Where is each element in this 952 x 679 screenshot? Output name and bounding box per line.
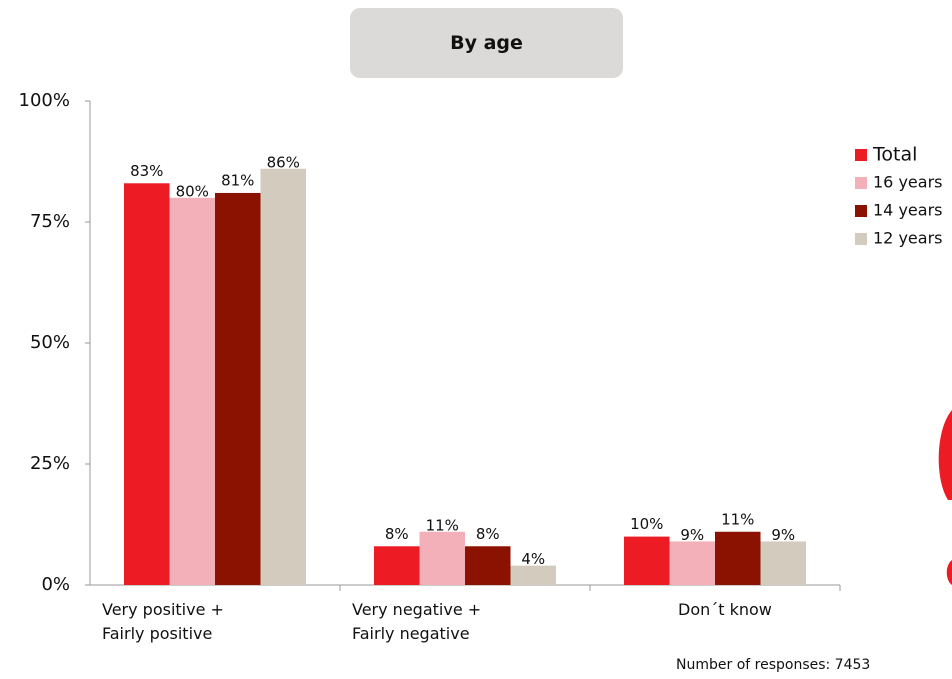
value-label: 9% [771, 526, 795, 544]
decoration [946, 560, 952, 585]
y-tick-label: 0% [41, 574, 70, 595]
bar [465, 546, 511, 585]
bar [419, 531, 465, 585]
legend-swatch [855, 205, 867, 217]
bar [169, 197, 215, 586]
y-tick-label: 25% [30, 453, 70, 474]
chart-title: By age [350, 8, 623, 78]
value-label: 10% [630, 515, 663, 533]
legend-swatch [855, 233, 867, 245]
bar [124, 183, 170, 585]
value-label: 86% [267, 153, 300, 171]
footnote: Number of responses: 7453 [676, 657, 871, 673]
bar [374, 546, 420, 585]
value-label: 8% [385, 525, 409, 543]
legend-swatch [855, 149, 867, 161]
legend-label: 12 years [873, 229, 942, 248]
value-label: 81% [221, 171, 254, 189]
value-label: 83% [130, 162, 163, 180]
value-label: 80% [176, 182, 209, 200]
bar [624, 536, 670, 585]
legend-label: 16 years [873, 173, 942, 192]
bar [215, 192, 261, 585]
bar [510, 565, 556, 585]
value-label: 11% [721, 510, 754, 528]
x-tick-label: Very negative + Fairly negative [352, 600, 482, 643]
x-tick-label: Very positive + Fairly positive [102, 600, 224, 643]
bar [715, 531, 761, 585]
y-tick-label: 50% [30, 332, 70, 353]
y-tick-label: 75% [30, 211, 70, 232]
legend-swatch [855, 177, 867, 189]
x-tick-label: Don´t know [678, 600, 772, 619]
bar [669, 541, 715, 585]
legend-label: 14 years [873, 201, 942, 220]
legend-label: Total [872, 144, 917, 166]
value-label: 9% [680, 526, 704, 544]
bar [760, 541, 806, 585]
value-label: 8% [476, 525, 500, 543]
bar [260, 168, 306, 585]
value-label: 4% [521, 550, 545, 568]
decoration [938, 410, 952, 500]
y-tick-label: 100% [19, 90, 70, 111]
value-label: 11% [426, 516, 459, 534]
